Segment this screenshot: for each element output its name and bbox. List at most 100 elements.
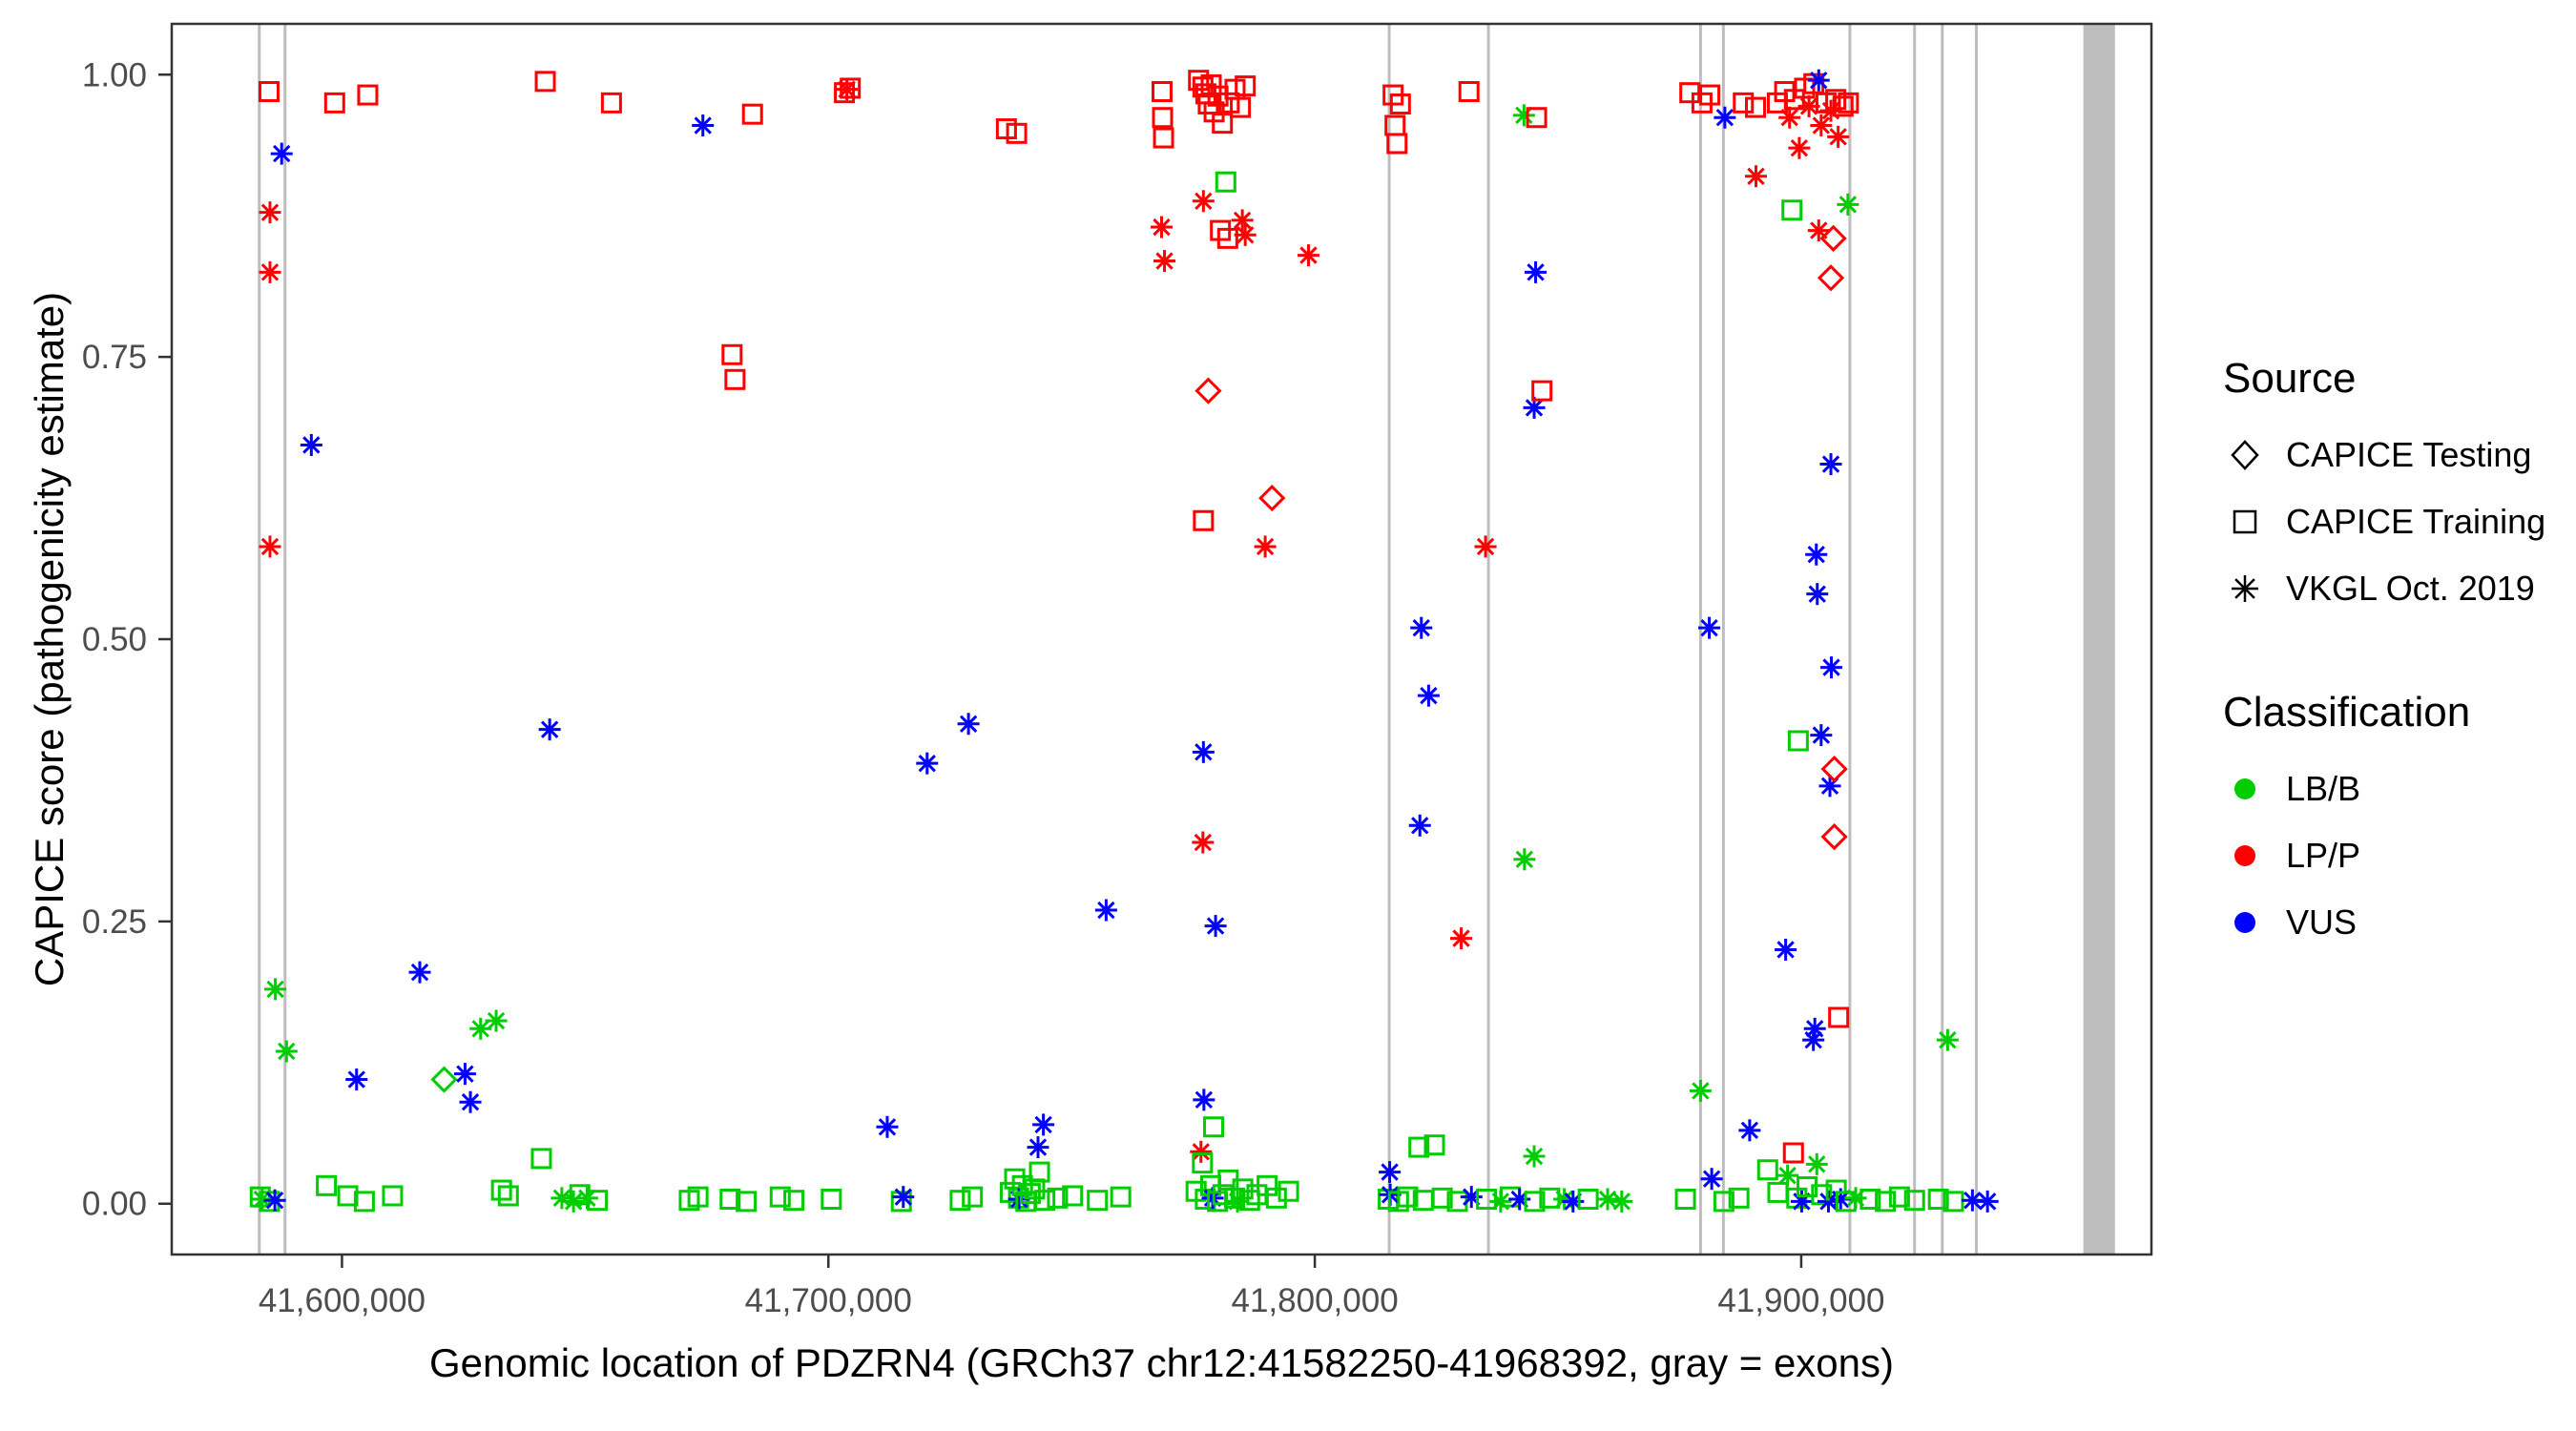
data-point-training	[1034, 1190, 1056, 1212]
y-tick-label: 0.75	[82, 339, 147, 376]
data-point-training	[1192, 1152, 1214, 1174]
data-point-testing	[1819, 224, 1847, 252]
data-point-vkgl	[1032, 1113, 1055, 1136]
data-point-vkgl	[916, 752, 939, 775]
x-tick-label: 41,700,000	[745, 1282, 912, 1319]
data-point-training	[1200, 73, 1222, 95]
data-point-vkgl	[1738, 1119, 1761, 1142]
data-point-vkgl	[1231, 209, 1254, 232]
data-point-training	[890, 1191, 912, 1213]
data-point-training	[736, 1191, 758, 1213]
square-icon	[2233, 509, 2257, 534]
data-point-vkgl	[1837, 193, 1859, 216]
data-point-vkgl	[469, 1017, 492, 1040]
data-point-training	[741, 103, 763, 125]
data-point-training	[687, 1186, 709, 1208]
data-point-training	[587, 1190, 609, 1212]
legend: Source CAPICE Testing CAPICE Training	[2223, 355, 2545, 956]
data-point-vkgl	[1297, 244, 1319, 267]
legend-item-label: LB/B	[2286, 769, 2361, 808]
data-point-training	[258, 81, 280, 103]
data-point-vkgl	[263, 1189, 286, 1212]
data-point-vkgl	[1193, 1089, 1215, 1111]
data-point-training	[1745, 96, 1766, 118]
data-point-vkgl	[1806, 583, 1829, 606]
data-point-training	[1699, 84, 1721, 106]
data-point-vkgl	[1610, 1190, 1633, 1213]
data-point-vkgl	[1596, 1188, 1619, 1211]
data-point-training	[821, 1189, 842, 1211]
data-point-vkgl	[1151, 216, 1173, 238]
data-point-vkgl	[275, 1040, 298, 1063]
data-point-training	[840, 77, 862, 99]
data-point-training	[1431, 1187, 1453, 1209]
data-point-testing	[430, 1066, 458, 1093]
data-point-vkgl	[1234, 223, 1257, 246]
data-point-training	[353, 1191, 375, 1213]
data-point-vkgl	[1192, 831, 1215, 854]
data-point-training	[1193, 509, 1215, 531]
y-tick-label: 0.25	[82, 903, 147, 941]
data-point-training	[1577, 1189, 1599, 1211]
blue-dot-icon	[2234, 912, 2255, 933]
data-point-training	[1408, 1136, 1430, 1158]
data-point-training	[1386, 133, 1408, 155]
legend-item-lbb: LB/B	[2223, 756, 2545, 822]
data-point-vkgl	[1226, 1190, 1249, 1213]
asterisk-icon	[2232, 575, 2258, 602]
data-point-vkgl	[1027, 1136, 1049, 1159]
data-point-training	[1188, 70, 1210, 92]
data-point-training	[357, 84, 379, 106]
legend-item-label: LP/P	[2286, 836, 2361, 875]
data-point-training	[323, 92, 345, 114]
data-point-training	[1215, 171, 1236, 193]
data-point-vkgl	[1410, 616, 1433, 639]
data-point-vkgl	[1190, 1140, 1213, 1163]
data-point-training	[1859, 1189, 1881, 1211]
legend-item-capice-testing: CAPICE Testing	[2223, 422, 2545, 488]
data-point-vkgl	[1408, 814, 1431, 837]
data-point-vkgl	[1254, 535, 1277, 558]
data-point-vkgl	[1474, 535, 1497, 558]
legend-item-label: CAPICE Training	[2286, 502, 2546, 541]
data-point-vkgl	[1417, 684, 1440, 707]
data-point-training	[1218, 92, 1240, 114]
data-point-vkgl	[1513, 848, 1536, 871]
data-point-vkgl	[270, 142, 293, 165]
data-point-training	[1278, 1180, 1299, 1202]
legend-item-vkgl: VKGL Oct. 2019	[2223, 555, 2545, 622]
data-point-vkgl	[1379, 1161, 1402, 1184]
data-point-training	[783, 1190, 805, 1212]
data-point-training	[721, 343, 743, 365]
legend-classification-block: Classification LB/B LP/P VUS	[2223, 689, 2545, 956]
legend-item-label: CAPICE Testing	[2286, 435, 2532, 474]
data-point-training	[1458, 81, 1480, 103]
data-point-training	[1828, 1006, 1850, 1028]
data-point-vkgl	[1819, 453, 1842, 476]
data-point-vkgl	[453, 1063, 476, 1086]
data-point-training	[1787, 730, 1809, 752]
data-point-vkgl	[345, 1068, 368, 1091]
data-point-training	[724, 368, 746, 390]
data-point-vkgl	[1450, 927, 1473, 950]
data-point-vkgl	[562, 1190, 585, 1213]
data-point-training	[497, 1185, 519, 1207]
x-axis-title: Genomic location of PDZRN4 (GRCh37 chr12…	[428, 1340, 1895, 1385]
data-point-vkgl	[1094, 899, 1117, 922]
data-point-training	[719, 1189, 741, 1211]
legend-item-vus: VUS	[2223, 889, 2545, 956]
data-point-vkgl	[1689, 1079, 1712, 1102]
data-point-vkgl	[1820, 656, 1843, 679]
data-point-training	[1110, 1186, 1132, 1208]
data-point-vkgl	[876, 1115, 899, 1138]
data-point-vkgl	[259, 535, 281, 558]
data-point-training	[316, 1174, 338, 1196]
data-point-training	[530, 1148, 552, 1170]
y-tick-label: 1.00	[82, 56, 147, 93]
data-point-training	[1397, 1186, 1419, 1208]
legend-item-label: VKGL Oct. 2019	[2286, 569, 2535, 608]
legend-item-label: VUS	[2286, 902, 2358, 942]
legend-classification-title: Classification	[2223, 689, 2471, 736]
data-point-training	[534, 71, 556, 93]
data-point-vkgl	[1525, 260, 1548, 283]
